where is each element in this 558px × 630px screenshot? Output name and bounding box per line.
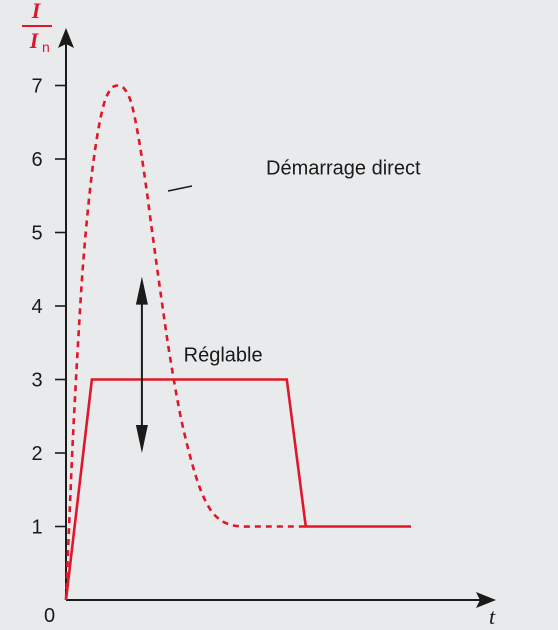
annotation-leader-line (167, 185, 193, 192)
adjust-arrow-down-head (135, 425, 148, 453)
y-ticks: 1 2 3 4 5 6 7 (31, 76, 66, 539)
y-tick-label-5: 5 (31, 223, 42, 245)
y-axis-label: I I n (22, 0, 52, 55)
series-line-adjustable (64, 378, 411, 601)
y-tick-label-7: 7 (31, 76, 42, 98)
y-tick-label-2: 2 (31, 443, 42, 465)
y-label-numerator: I (31, 0, 42, 23)
x-axis-label: t (489, 604, 496, 629)
y-label-subscript: n (42, 39, 50, 55)
annotation-adjustable: Réglable (184, 344, 263, 366)
origin-label: 0 (44, 605, 55, 627)
y-label-denominator: I (29, 28, 40, 53)
series-layer (64, 84, 411, 601)
adjust-arrow-up-head (135, 276, 148, 305)
y-tick-label-4: 4 (31, 296, 42, 318)
y-tick-label-3: 3 (31, 370, 42, 392)
y-tick-label-6: 6 (31, 149, 42, 171)
annotation-layer: Démarrage direct Réglable (135, 157, 421, 453)
annotation-direct-start: Démarrage direct (266, 157, 421, 179)
y-tick-label-1: 1 (31, 517, 42, 539)
